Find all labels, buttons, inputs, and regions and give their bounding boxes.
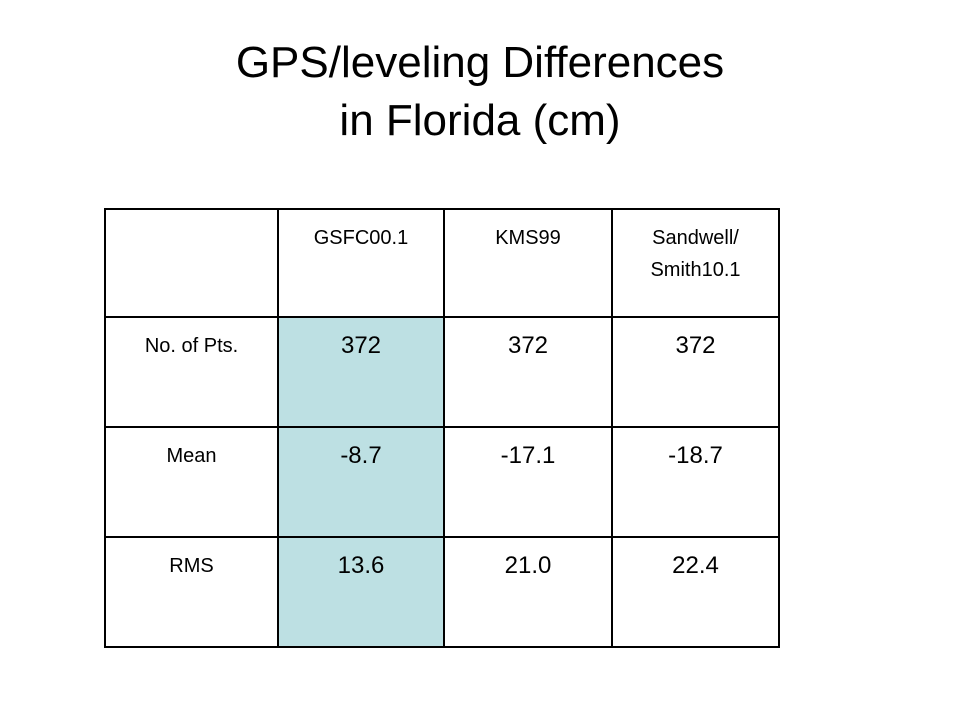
table-cell: -17.1	[443, 426, 613, 538]
column-header-label: KMS99	[495, 227, 561, 249]
column-header-label-line-1: Sandwell/	[652, 227, 739, 249]
table-cell: 372	[443, 316, 613, 428]
slide-title: GPS/leveling Differences in Florida (cm)	[0, 34, 960, 150]
table-cell: 13.6	[277, 536, 445, 648]
table-row: RMS 13.6 21.0 22.4	[104, 536, 780, 648]
table-cell: -8.7	[277, 426, 445, 538]
table-cell: 21.0	[443, 536, 613, 648]
table-cell: 22.4	[611, 536, 780, 648]
column-header-sandwell-smith: Sandwell/ Smith10.1	[611, 208, 780, 318]
column-header-gsfc: GSFC00.1	[277, 208, 445, 318]
column-header-label: GSFC00.1	[313, 227, 409, 249]
corner-cell	[104, 208, 279, 318]
column-header-kms: KMS99	[443, 208, 613, 318]
slide-title-line-1: GPS/leveling Differences	[235, 38, 725, 87]
table-cell: 372	[611, 316, 780, 428]
table-row: Mean -8.7 -17.1 -18.7	[104, 426, 780, 538]
table-row: No. of Pts. 372 372 372	[104, 316, 780, 428]
results-table: GSFC00.1 KMS99 Sandwell/ Smith10.1 No. o…	[104, 208, 780, 648]
slide-title-line-2: in Florida (cm)	[339, 96, 621, 145]
column-header-label-line-2: Smith10.1	[650, 259, 741, 281]
table-header-row: GSFC00.1 KMS99 Sandwell/ Smith10.1	[104, 208, 780, 318]
table-cell: 372	[277, 316, 445, 428]
row-label: Mean	[104, 426, 279, 538]
row-label: No. of Pts.	[104, 316, 279, 428]
row-label: RMS	[104, 536, 279, 648]
table-cell: -18.7	[611, 426, 780, 538]
